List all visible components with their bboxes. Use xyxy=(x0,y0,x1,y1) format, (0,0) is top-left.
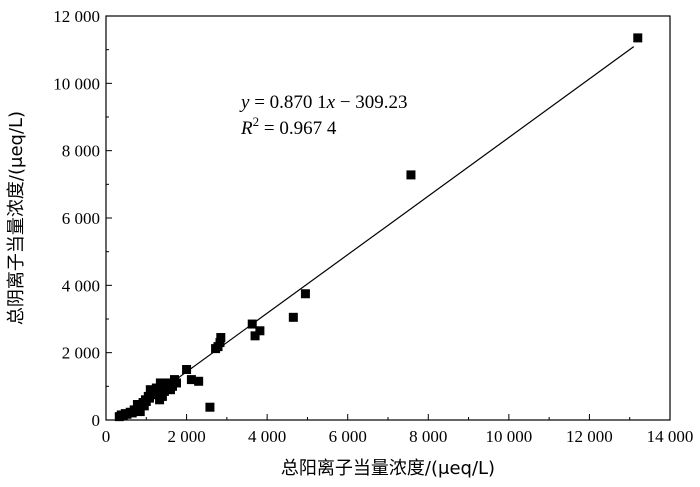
axis-tick-labels: 0 2 000 4 000 6 000 8 000 10 000 12 000 14 000 0… xyxy=(53,7,693,446)
y-tick-label: 4 000 xyxy=(62,276,100,295)
regression-line xyxy=(120,46,635,421)
data-point xyxy=(247,319,257,329)
y-tick-label: 0 xyxy=(92,411,101,430)
r-squared-annotation: R2 = 0.967 4 xyxy=(240,114,337,139)
y-tick-label: 8 000 xyxy=(62,142,100,161)
data-points xyxy=(114,33,643,422)
data-point xyxy=(250,331,260,341)
data-point xyxy=(182,365,192,374)
x-tick-label: 4 000 xyxy=(248,427,286,446)
data-point xyxy=(186,375,196,385)
data-point xyxy=(135,407,145,417)
data-point xyxy=(406,170,416,180)
x-tick-label: 8 000 xyxy=(409,427,447,446)
data-point xyxy=(288,312,298,322)
data-point xyxy=(194,376,204,386)
plot-frame xyxy=(105,15,671,421)
data-point xyxy=(151,383,161,393)
y-axis-title: 总阴离子当量浓度/(μeq/L) xyxy=(6,111,27,325)
data-point xyxy=(172,378,181,388)
x-axis-title: 总阳离子当量浓度/(μeq/L) xyxy=(281,458,495,479)
data-point xyxy=(205,402,215,412)
x-tick-label: 10 000 xyxy=(485,427,532,446)
axis-ticks xyxy=(105,15,671,421)
y-tick-label: 2 000 xyxy=(62,344,100,363)
data-point xyxy=(215,338,225,348)
y-tick-label: 10 000 xyxy=(53,74,100,93)
data-point xyxy=(157,391,167,401)
x-tick-label: 6 000 xyxy=(329,427,367,446)
x-tick-label: 2 000 xyxy=(167,427,205,446)
x-tick-label: 14 000 xyxy=(647,427,694,446)
data-point xyxy=(145,393,155,403)
data-point xyxy=(255,326,265,336)
data-point xyxy=(300,289,310,299)
x-tick-label: 12 000 xyxy=(566,427,613,446)
x-tick-label: 0 xyxy=(102,427,111,446)
equation-annotation: y = 0.870 1x − 309.23 xyxy=(239,92,408,113)
y-tick-label: 12 000 xyxy=(53,7,100,26)
data-point xyxy=(633,33,643,43)
data-point xyxy=(216,333,226,343)
y-tick-label: 6 000 xyxy=(62,209,100,228)
